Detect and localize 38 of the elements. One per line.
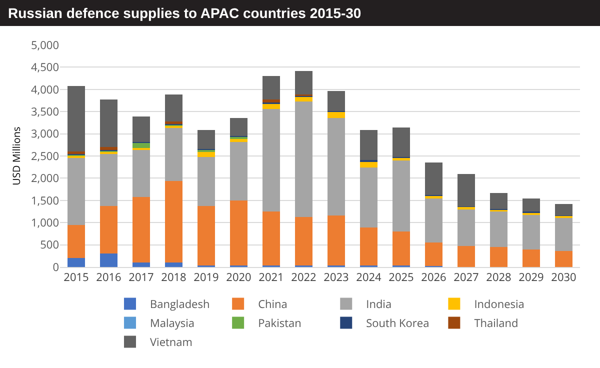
x-tick-label: 2028 bbox=[486, 270, 512, 286]
x-tick-label: 2027 bbox=[454, 270, 479, 286]
x-tick-label: 2025 bbox=[388, 270, 414, 286]
y-tick-label: 2,500 bbox=[30, 148, 59, 164]
legend-label: Indonesia bbox=[474, 296, 524, 312]
y-tick-label: 1,000 bbox=[30, 215, 59, 230]
y-tick-label: 4,000 bbox=[30, 82, 59, 98]
x-tick-label: 2016 bbox=[96, 270, 122, 286]
legend-label: India bbox=[366, 296, 392, 312]
x-tick-label: 2015 bbox=[64, 270, 89, 286]
legend-label: China bbox=[258, 296, 288, 312]
x-tick-label: 2026 bbox=[421, 270, 446, 286]
y-tick-label: 2,000 bbox=[30, 171, 59, 186]
legend-label: South Korea bbox=[366, 316, 430, 331]
x-tick-label: 2020 bbox=[226, 270, 252, 286]
y-tick-label: 500 bbox=[40, 238, 59, 253]
x-tick-label: 2024 bbox=[356, 270, 382, 286]
legend-label: Vietnam bbox=[150, 334, 192, 350]
x-tick-label: 2021 bbox=[258, 270, 284, 286]
x-tick-label: 2029 bbox=[518, 270, 544, 286]
legend-label: Bangladesh bbox=[150, 296, 210, 312]
x-tick-label: 2017 bbox=[128, 270, 154, 286]
x-tick-label: 2023 bbox=[324, 270, 349, 286]
y-tick-label: 5,000 bbox=[30, 38, 59, 53]
x-tick-label: 2018 bbox=[161, 270, 186, 286]
x-tick-label: 2022 bbox=[291, 270, 316, 286]
y-tick-label: 0 bbox=[52, 260, 59, 275]
chart-title: Russian defence supplies to APAC countries 2015-30 bbox=[0, 0, 600, 26]
x-tick-label: 2019 bbox=[194, 270, 219, 286]
x-tick-label: 2030 bbox=[551, 270, 576, 286]
legend-label: Malaysia bbox=[150, 316, 195, 331]
y-tick-label: 1,500 bbox=[30, 193, 59, 208]
legend-label: Pakistan bbox=[258, 316, 302, 331]
legend-label: Thailand bbox=[474, 316, 518, 331]
y-tick-label: 3,500 bbox=[30, 104, 59, 120]
y-axis-title: USD Millions bbox=[8, 126, 23, 186]
y-tick-label: 4,500 bbox=[30, 60, 59, 76]
y-tick-label: 3,000 bbox=[30, 126, 59, 142]
